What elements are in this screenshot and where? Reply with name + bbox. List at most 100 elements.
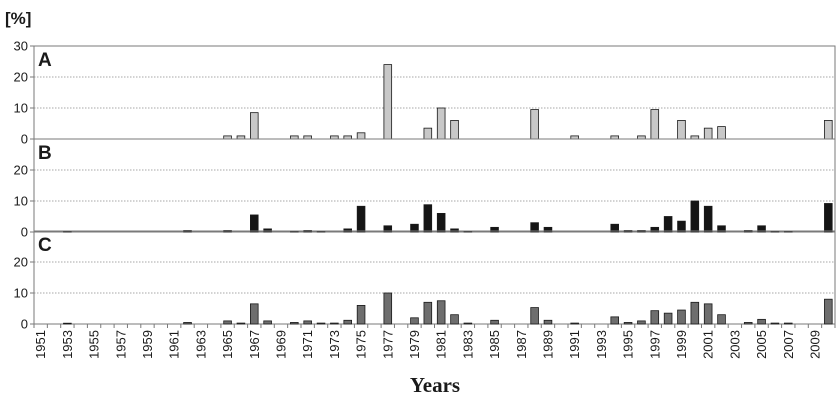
- bar-c-1998: [663, 312, 673, 325]
- bar-c-1965: [223, 320, 232, 325]
- bar-c-1995: [623, 322, 633, 325]
- x-tick-label: 1969: [273, 330, 288, 359]
- bar-c-2005: [757, 318, 766, 325]
- panel-c: 0 10 20 C: [14, 230, 836, 332]
- bar-c-1971: [303, 320, 312, 325]
- bar-b-2000: [690, 200, 700, 233]
- y-tick-label: 20: [14, 70, 28, 85]
- bar-b-1999: [677, 220, 686, 233]
- bar-c-2000: [690, 301, 700, 325]
- x-tick-label: 1951: [33, 330, 48, 359]
- x-tick-label: 1999: [674, 330, 689, 359]
- panel-label: A: [38, 50, 52, 71]
- x-tick-label: 1983: [460, 330, 475, 359]
- bar-a-1997: [650, 109, 660, 140]
- x-tick-label: 1967: [247, 330, 262, 359]
- bar-c-1953: [63, 322, 72, 325]
- x-tick-label: 1993: [594, 330, 609, 359]
- bar-c-1997: [650, 310, 660, 325]
- bar-c-1999: [677, 309, 686, 325]
- bar-b-1975: [356, 205, 366, 233]
- y-unit-label: [%]: [5, 9, 31, 28]
- bar-c-2002: [717, 314, 726, 325]
- bar-a-1999: [677, 120, 686, 140]
- bar-c-1975: [356, 304, 366, 325]
- bar-a-1982: [450, 120, 459, 140]
- x-tick-label: 2007: [781, 330, 796, 359]
- y-tick-label: 10: [14, 101, 28, 116]
- bar-b-1980: [423, 204, 433, 233]
- bar-c-1972: [316, 322, 326, 325]
- x-tick-label: 2009: [807, 330, 822, 359]
- bar-c-1982: [450, 314, 459, 325]
- bar-b-1974: [343, 228, 352, 233]
- panel-label: B: [38, 143, 52, 164]
- bar-c-1967: [250, 303, 259, 325]
- y-tick-label: 30: [14, 39, 28, 54]
- x-tick-label: 1959: [140, 330, 155, 359]
- bar-c-1973: [330, 322, 339, 325]
- x-tick-label: 1991: [567, 330, 582, 359]
- bar-c-1977: [383, 292, 393, 325]
- bar-b-1967: [250, 214, 259, 233]
- bar-c-1974: [343, 319, 352, 325]
- bar-b-1979: [410, 223, 419, 233]
- bar-c-1981: [436, 300, 446, 325]
- bar-c-1979: [410, 317, 419, 325]
- bar-c-1966: [236, 322, 246, 325]
- x-tick-label: 1985: [487, 330, 502, 359]
- x-tick-label: 1955: [87, 330, 102, 359]
- x-axis-ticks: 1951 1953 1955 1957 1959 1961 1963 1965 1967 1969…: [33, 324, 836, 359]
- bar-c-1970: [290, 322, 299, 325]
- panel-label: C: [38, 235, 52, 256]
- bar-b-2005: [757, 225, 766, 233]
- bar-a-2002: [717, 126, 726, 140]
- bar-b-1981: [436, 212, 446, 233]
- bar-a-1967: [250, 112, 259, 140]
- y-tick-label: 10: [14, 194, 28, 209]
- bar-a-2001: [703, 127, 713, 140]
- panel-b: 0 10 20 B: [14, 138, 836, 240]
- x-tick-label: 1979: [407, 330, 422, 359]
- bar-b-1985: [490, 226, 499, 233]
- x-tick-label: 1995: [621, 330, 636, 359]
- bar-c-2001: [703, 303, 713, 325]
- bar-a-1988: [530, 109, 539, 140]
- y-tick-label: 10: [14, 286, 28, 301]
- bar-c-1983: [463, 322, 473, 325]
- x-tick-label: 1997: [647, 330, 662, 359]
- bar-c-1985: [490, 319, 499, 325]
- x-axis-title: Years: [410, 373, 460, 396]
- bar-b-1988: [530, 222, 539, 233]
- bar-c-2010: [824, 298, 833, 325]
- bar-c-1980: [423, 301, 433, 325]
- x-tick-label: 1987: [514, 330, 529, 359]
- y-tick-label: 0: [21, 132, 28, 147]
- bar-b-2010: [824, 203, 833, 233]
- x-tick-label: 1961: [167, 330, 182, 359]
- bar-a-1981: [436, 107, 446, 140]
- bar-c-1988: [530, 307, 539, 325]
- bar-b-1982: [450, 228, 459, 233]
- x-tick-label: 2001: [701, 330, 716, 359]
- x-tick-label: 1963: [193, 330, 208, 359]
- bar-c-1989: [543, 319, 553, 325]
- bar-c-1991: [570, 322, 579, 325]
- bar-c-1968: [263, 320, 272, 325]
- bar-c-2004: [743, 322, 753, 325]
- bar-a-1977: [383, 64, 393, 140]
- x-tick-label: 1975: [354, 330, 369, 359]
- bar-c-1994: [610, 316, 619, 325]
- bar-b-1998: [663, 216, 673, 233]
- bar-b-2002: [717, 225, 726, 233]
- bar-b-1997: [650, 226, 660, 233]
- bar-b-1968: [263, 228, 272, 233]
- panel-a: 0 10 20 30 A: [14, 39, 836, 147]
- bar-b-1994: [610, 223, 619, 233]
- x-tick-label: 1977: [380, 330, 395, 359]
- x-tick-label: 1965: [220, 330, 235, 359]
- x-tick-label: 1971: [300, 330, 315, 359]
- bar-a-1980: [423, 127, 433, 140]
